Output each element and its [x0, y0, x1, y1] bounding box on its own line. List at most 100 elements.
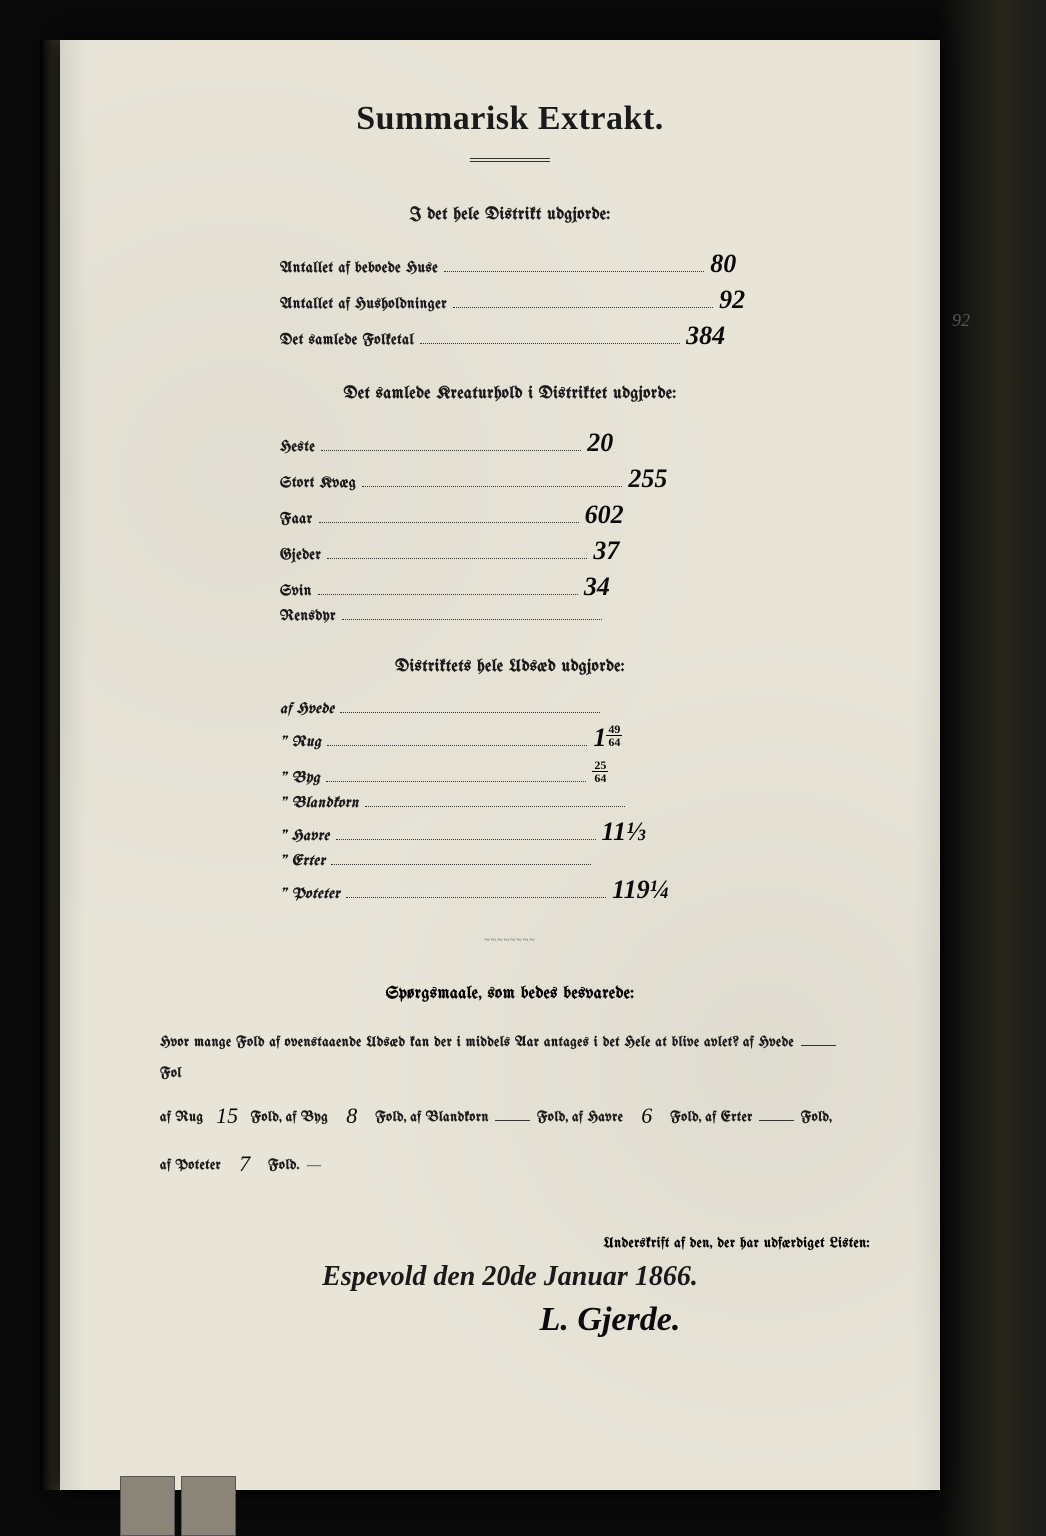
- value-pigs: 34: [584, 572, 674, 602]
- row-households: Antallet af Husholdninger 92: [280, 285, 870, 315]
- label-sheep: Faar: [280, 511, 313, 527]
- value-sheep: 602: [585, 500, 675, 530]
- q-mixed-suffix: Fold,: [537, 1110, 569, 1125]
- q-potatoes-label: af Poteter: [160, 1158, 221, 1173]
- value-cattle: 255: [628, 464, 718, 494]
- q-peas-blank: [759, 1120, 794, 1121]
- value-population: 384: [686, 321, 776, 351]
- document-page: Summarisk Extrakt. I det hele Distrikt u…: [60, 40, 940, 1490]
- row-horses: Heste 20: [280, 428, 870, 458]
- label-wheat: af Hvede: [280, 701, 334, 717]
- q-potatoes-value: 7: [225, 1140, 265, 1188]
- label-cattle: Stort Kvæg: [280, 475, 356, 491]
- q-rye-label: af Rug: [160, 1110, 204, 1125]
- q-oats-value: 6: [627, 1092, 667, 1140]
- label-pigs: Svin: [280, 583, 312, 599]
- q-peas-label: af Erter: [705, 1110, 752, 1125]
- label-goats: Gjeder: [280, 547, 321, 563]
- row-barley: " Byg 2564: [280, 759, 870, 789]
- q-rye-value: 15: [207, 1092, 247, 1140]
- value-households: 92: [719, 285, 809, 315]
- q-barley-label: af Byg: [286, 1110, 329, 1125]
- row-rye: " Rug 14964: [280, 723, 870, 753]
- leader-dots: [342, 619, 602, 620]
- row-oats: " Havre 11⅓: [280, 817, 870, 847]
- value-potatoes: 119¼: [612, 875, 702, 905]
- leader-dots: [444, 271, 704, 272]
- row-pigs: Svin 34: [280, 572, 870, 602]
- section-heading-seed: Distriktets hele Udsæd udgjorde:: [150, 659, 870, 676]
- section-seed: Distriktets hele Udsæd udgjorde: af Hved…: [150, 659, 870, 905]
- value-horses: 20: [587, 428, 677, 458]
- q-barley-suffix: Fold,: [375, 1110, 407, 1125]
- label-houses: Antallet af beboede Huse: [280, 260, 438, 276]
- row-reindeer: Rensdyr: [280, 608, 870, 624]
- value-goats: 37: [593, 536, 683, 566]
- q-rye-suffix: Fold,: [251, 1110, 283, 1125]
- section-heading-livestock: Det samlede Kreaturhold i Distriktet udg…: [150, 386, 870, 403]
- signature-label: Underskrift af den, der har udfærdiget L…: [150, 1236, 870, 1251]
- leader-dots: [453, 307, 713, 308]
- leader-dots: [321, 450, 581, 451]
- leader-dots: [346, 897, 606, 898]
- value-rye: 14964: [593, 723, 683, 753]
- leader-dots: [326, 781, 586, 782]
- section-heading-questions: Spørgsmaale, som bedes besvarede:: [150, 986, 870, 1003]
- section-district: I det hele Distrikt udgjorde: Antallet a…: [150, 207, 870, 351]
- leader-dots: [340, 712, 600, 713]
- label-mixed-grain: " Blandkorn: [280, 795, 359, 811]
- title-underline-rule: [470, 158, 550, 162]
- q-wheat-label: af Hvede: [743, 1035, 794, 1050]
- row-goats: Gjeder 37: [280, 536, 870, 566]
- signature-name: L. Gjerde.: [150, 1301, 870, 1339]
- q-peas-suffix: Fold,: [801, 1110, 833, 1125]
- value-houses: 80: [710, 249, 800, 279]
- section-livestock: Det samlede Kreaturhold i Distriktet udg…: [150, 386, 870, 624]
- q-mixed-label: af Blandkorn: [410, 1110, 489, 1125]
- leader-dots: [319, 522, 579, 523]
- label-oats: " Havre: [280, 828, 330, 844]
- archive-tab: [181, 1476, 236, 1536]
- q-wheat-suffix: Fol: [160, 1066, 182, 1081]
- label-rye: " Rug: [280, 734, 321, 750]
- leader-dots: [331, 864, 591, 865]
- row-mixed-grain: " Blandkorn: [280, 795, 870, 811]
- leader-dots: [362, 486, 622, 487]
- q-oats-suffix: Fold,: [670, 1110, 702, 1125]
- q-mixed-blank: [495, 1120, 530, 1121]
- signature-place-date: Espevold den 20de Januar 1866.: [150, 1261, 870, 1293]
- q-potatoes-suffix: Fold.: [268, 1158, 300, 1173]
- row-population: Det samlede Folketal 384: [280, 321, 870, 351]
- label-barley: " Byg: [280, 770, 320, 786]
- section-heading-district: I det hele Distrikt udgjorde:: [150, 207, 870, 224]
- section-questions: Spørgsmaale, som bedes besvarede: Hvor m…: [150, 986, 870, 1186]
- q-barley-value: 8: [332, 1092, 372, 1140]
- questions-body: Hvor mange Fold af ovenstaaende Udsæd ka…: [150, 1028, 870, 1186]
- q-oats-label: af Havre: [572, 1110, 623, 1125]
- row-houses: Antallet af beboede Huse 80: [280, 249, 870, 279]
- label-peas: " Erter: [280, 853, 325, 869]
- row-wheat: af Hvede: [280, 701, 870, 717]
- leader-dots: [327, 558, 587, 559]
- label-households: Antallet af Husholdninger: [280, 296, 447, 312]
- row-peas: " Erter: [280, 853, 870, 869]
- row-cattle: Stort Kvæg 255: [280, 464, 870, 494]
- scan-right-margin: [940, 0, 1046, 1536]
- leader-dots: [318, 594, 578, 595]
- leader-dots: [336, 839, 596, 840]
- margin-annotation: 92: [952, 310, 970, 331]
- leader-dots: [420, 343, 680, 344]
- value-oats: 11⅓: [602, 817, 692, 847]
- decorative-rule: ~~~~~~~~: [460, 935, 560, 946]
- label-horses: Heste: [280, 439, 315, 455]
- leader-dots: [365, 806, 625, 807]
- q-wheat-blank: [801, 1045, 836, 1046]
- label-reindeer: Rensdyr: [280, 608, 336, 624]
- label-potatoes: " Poteter: [280, 886, 340, 902]
- row-potatoes: " Poteter 119¼: [280, 875, 870, 905]
- questions-intro: Hvor mange Fold af ovenstaaende Udsæd ka…: [160, 1035, 739, 1050]
- archive-tabs: [120, 1476, 236, 1536]
- page-title: Summarisk Extrakt.: [150, 100, 870, 138]
- archive-tab: [120, 1476, 175, 1536]
- label-population: Det samlede Folketal: [280, 332, 414, 348]
